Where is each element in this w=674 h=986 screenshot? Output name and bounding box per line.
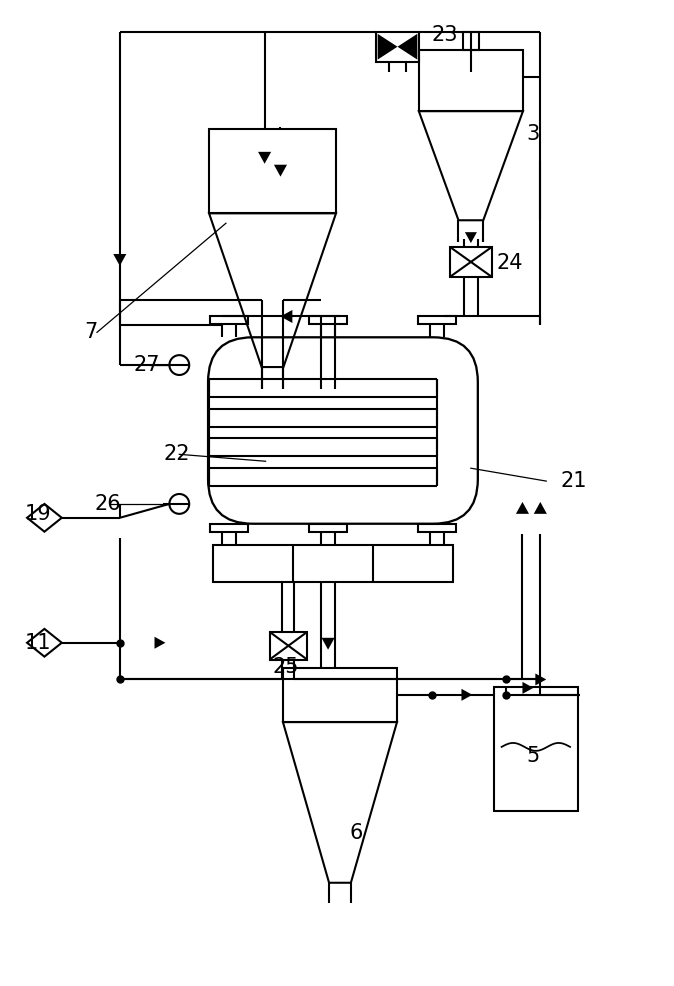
Polygon shape	[274, 165, 287, 176]
Text: 21: 21	[560, 471, 586, 491]
Polygon shape	[154, 637, 165, 649]
Text: 24: 24	[497, 253, 523, 273]
Text: 23: 23	[431, 25, 458, 44]
Text: 22: 22	[163, 445, 190, 464]
Polygon shape	[398, 34, 417, 59]
Bar	[375, 32, 419, 61]
Bar	[463, 32, 479, 49]
Polygon shape	[377, 34, 398, 59]
Bar	[493, 687, 578, 811]
Text: 5: 5	[526, 745, 540, 766]
Text: 3: 3	[526, 124, 540, 144]
Bar	[210, 524, 248, 531]
Polygon shape	[535, 673, 546, 685]
Bar	[419, 49, 523, 111]
Bar	[210, 317, 248, 324]
Bar	[309, 317, 347, 324]
Bar	[270, 632, 307, 660]
Text: 6: 6	[350, 823, 363, 843]
Bar	[213, 544, 453, 583]
Text: 11: 11	[24, 633, 51, 653]
Text: 27: 27	[133, 355, 160, 375]
Bar	[209, 129, 336, 213]
Polygon shape	[258, 152, 271, 164]
Text: 26: 26	[94, 494, 121, 514]
Polygon shape	[534, 502, 547, 514]
Polygon shape	[321, 638, 334, 650]
Bar	[419, 524, 456, 531]
Bar	[450, 247, 492, 277]
Polygon shape	[462, 689, 472, 701]
Polygon shape	[516, 502, 529, 514]
Bar	[419, 317, 456, 324]
Text: 19: 19	[24, 504, 51, 524]
Polygon shape	[465, 232, 477, 244]
Text: 25: 25	[272, 657, 299, 676]
Polygon shape	[280, 310, 293, 323]
Text: 7: 7	[84, 322, 97, 342]
Bar	[309, 524, 347, 531]
Polygon shape	[113, 254, 126, 266]
Polygon shape	[522, 682, 533, 694]
Bar	[283, 668, 397, 722]
